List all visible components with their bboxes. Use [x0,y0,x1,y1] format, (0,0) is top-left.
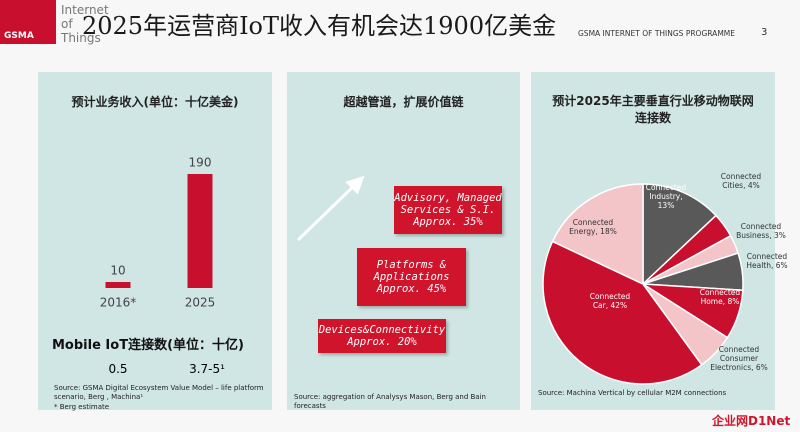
layer-share: Approx. 35% [413,216,483,228]
slice-label: Connected Cities, 4% [720,172,762,190]
slice-label: Connected Car, 42% [589,292,631,310]
layer-box: Platforms & Applications Approx. 45% [357,248,466,306]
layer-share: Approx. 20% [347,336,417,348]
brand: Internet of Things [61,3,109,45]
mobile-iot-value: 3.7-5¹ [189,362,225,376]
slice-label: Connected Energy, 18% [569,218,617,236]
slice-label: Connected Consumer Electronics, 6% [710,345,768,372]
bar-title: 预计业务收入(单位：十亿美金) [71,95,239,109]
slice-label: Connected Health, 6% [746,252,788,270]
arrow [296,175,365,242]
source: Source: Machina Vertical by cellular M2M… [538,389,727,397]
pie-slice [642,183,717,286]
page-number: 3 [761,27,768,38]
layer-box: Devices&Connectivity Approx. 20% [318,319,446,353]
watermark: 企业网D1Net [712,414,791,428]
footnote: * Berg estimate [54,403,110,411]
source: Source: aggregation of Analysys Mason, B… [294,393,486,410]
layer-label: Platforms & Applications [373,259,450,283]
logo-text: GSMA [4,31,34,41]
left-panel [38,72,272,410]
x-tick-label: 2016* [100,296,137,310]
bar [105,282,131,288]
slice-label: Connected Business, 3% [736,222,786,240]
layer-label: Devices&Connectivity [318,324,446,336]
pie-slice [542,240,703,385]
mobile-iot-title: Mobile IoT连接数(单位：十亿) [52,338,244,353]
pie-slice [551,183,644,286]
logo: GSMA [0,0,56,44]
layer-share: Approx. 45% [376,283,447,295]
x-tick-label: 2025 [185,296,216,310]
value-chain-title: 超越管道，扩展价值链 [343,95,464,109]
value-label: 190 [189,156,212,170]
mobile-iot-value: 0.5 [108,362,128,376]
slice-label: Connected Home, 8% [699,288,741,306]
pie-title: 预计2025年主要垂直行业移动物联网连接数 [552,94,754,125]
slice-label: Connected Industry, 13% [645,183,687,210]
middle-panel [287,72,520,410]
programme: GSMA INTERNET OF THINGS PROGRAMME [578,29,735,38]
slide-title: 2025年运营商IoT收入有机会达1900亿美金 [82,12,557,40]
source: Source: GSMA Digital Ecosystem Value Mod… [54,384,264,401]
layer-box: Advisory, Managed Services & S.I. Approx.… [394,186,502,234]
bar [187,174,213,288]
value-label: 10 [110,264,125,278]
layer-label: Advisory, Managed Services & S.I. [394,192,502,216]
